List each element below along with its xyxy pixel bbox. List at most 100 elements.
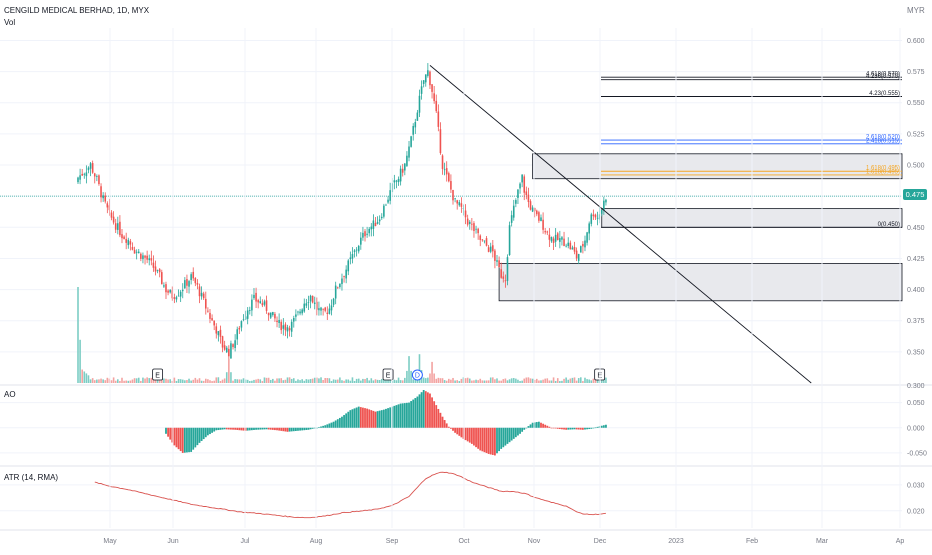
price-candle (477, 228, 479, 234)
volume-bar (129, 380, 132, 383)
volume-bar (137, 377, 140, 383)
volume-bar (496, 378, 498, 383)
volume-bar (521, 380, 523, 383)
volume-bar (282, 380, 285, 383)
volume-bar (529, 378, 532, 383)
price-candle (385, 204, 387, 206)
ao-bar (171, 427, 174, 443)
volume-bar (188, 378, 190, 383)
price-candle (234, 340, 236, 349)
volume-bar (140, 380, 142, 383)
price-candle (508, 225, 511, 256)
volume-bar (305, 379, 308, 383)
ao-bar (215, 427, 218, 431)
price-candle (332, 298, 335, 305)
ao-bar (196, 427, 199, 446)
ao-bar (491, 427, 494, 455)
ao-bar (183, 427, 186, 453)
ao-bar (225, 427, 228, 430)
price-candle (406, 155, 408, 166)
volume-bar (102, 379, 104, 383)
ao-bar (464, 427, 467, 441)
volume-bar (357, 378, 360, 383)
ao-bar (558, 427, 561, 430)
earnings-marker (382, 368, 394, 381)
ao-bar (498, 427, 500, 452)
price-candle (167, 290, 169, 293)
price-candle (479, 235, 482, 240)
price-candle (561, 237, 563, 240)
volume-bar (489, 377, 492, 383)
volume-bar (114, 380, 117, 383)
volume-bar (301, 379, 303, 383)
ao-bar (456, 427, 459, 435)
ao-bar (412, 399, 415, 428)
price-candle (378, 219, 381, 222)
price-tick-label: 0.525 (907, 131, 925, 138)
price-tick-label: 0.575 (907, 69, 925, 76)
ao-bar (535, 422, 538, 428)
price-candle (318, 308, 320, 311)
ao-bar (494, 427, 496, 456)
volume-bar (590, 380, 593, 383)
ao-bar (447, 426, 450, 428)
ao-bar (353, 408, 356, 428)
ao-label: AO (4, 390, 16, 399)
ao-bar (385, 408, 387, 428)
volume-bar (362, 378, 364, 383)
price-candle (83, 173, 86, 175)
ao-bar (305, 427, 308, 430)
volume-bar (406, 370, 408, 383)
volume-bar (538, 380, 540, 383)
price-candle (471, 223, 473, 225)
ao-bar (575, 427, 578, 430)
ao-bar (571, 427, 574, 430)
price-candle (137, 251, 140, 254)
volume-bar (211, 381, 213, 383)
price-candle (475, 228, 477, 230)
ao-bar (382, 409, 385, 428)
price-candle (387, 199, 389, 203)
ao-bar (504, 427, 507, 446)
price-candle (527, 194, 530, 202)
fib-level-label: 2.618(0.520) (866, 135, 900, 141)
volume-bar (316, 377, 318, 383)
volume-bar (546, 378, 549, 383)
price-candle (194, 278, 197, 284)
ao-bar (368, 409, 371, 428)
ao-bar (458, 427, 461, 436)
ao-bar (569, 427, 572, 430)
price-candle (443, 169, 446, 171)
volume-bar (142, 377, 144, 383)
volume-bar (131, 379, 134, 383)
volume-bar (217, 377, 220, 383)
price-candle (592, 214, 595, 217)
trendline (429, 65, 812, 384)
volume-bar (320, 377, 322, 383)
volume-bar (179, 379, 182, 383)
price-candle (186, 279, 188, 286)
volume-bar (569, 378, 572, 383)
volume-bar (184, 380, 186, 383)
volume-bar (584, 377, 586, 383)
ao-bar (366, 408, 369, 428)
ao-bar (190, 427, 193, 452)
volume-bar (200, 380, 203, 383)
ao-bar (592, 427, 595, 429)
price-candle (521, 174, 523, 183)
volume-bar (481, 380, 484, 383)
volume-bar (374, 379, 377, 383)
ao-bar (473, 427, 475, 446)
price-candle (538, 212, 540, 221)
ao-bar (403, 403, 406, 428)
volume-bar (204, 378, 207, 383)
fib-level-label: 4.236(0.570) (866, 74, 900, 80)
ao-bar (586, 427, 588, 430)
price-candle (276, 320, 278, 323)
volume-bar (556, 378, 559, 383)
volume-bar (552, 377, 555, 383)
volume-bar (150, 377, 153, 383)
volume-bar (345, 379, 347, 383)
